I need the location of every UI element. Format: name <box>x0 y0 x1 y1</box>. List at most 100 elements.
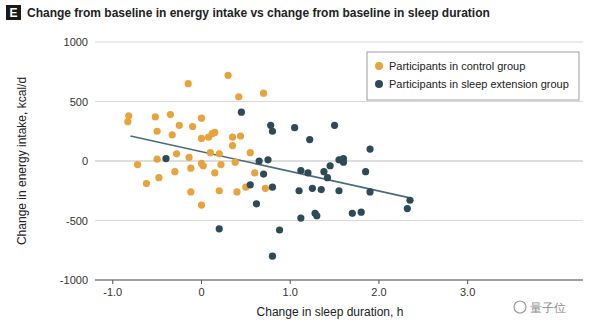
point <box>237 132 244 139</box>
y-tick-label: -500 <box>66 215 88 227</box>
x-axis <box>95 280 583 281</box>
point <box>167 111 174 118</box>
x-tick <box>290 280 291 284</box>
point <box>224 72 231 79</box>
point <box>232 159 239 166</box>
x-tick-label: 2.0 <box>371 286 386 298</box>
point <box>185 154 192 161</box>
y-axis-label: Change in energy intake, kcal/d <box>15 77 29 245</box>
x-axis-label: Change in sleep duration, h <box>257 305 404 319</box>
point <box>216 150 223 157</box>
point <box>200 162 207 169</box>
point <box>309 185 316 192</box>
legend-label: Participants in control group <box>389 60 525 72</box>
point <box>260 90 267 97</box>
point <box>185 80 192 87</box>
point <box>152 113 159 120</box>
watermark-icon <box>514 301 526 313</box>
point <box>269 253 276 260</box>
point <box>229 142 236 149</box>
point <box>349 210 356 217</box>
point <box>306 136 313 143</box>
point <box>198 201 205 208</box>
point <box>216 225 223 232</box>
point <box>256 157 263 164</box>
watermark: 量子位 <box>530 301 566 315</box>
chart: E Change from baseline in energy intake v… <box>0 0 600 323</box>
point <box>304 169 311 176</box>
point <box>327 162 334 169</box>
point <box>171 168 178 175</box>
x-tick <box>112 280 113 284</box>
title: Change from baseline in energy intake vs… <box>27 6 490 20</box>
point <box>404 205 411 212</box>
point <box>154 156 161 163</box>
point <box>134 161 141 168</box>
grid-line <box>95 280 583 281</box>
point <box>162 155 169 162</box>
point <box>211 129 218 136</box>
point <box>335 187 342 194</box>
legend-marker <box>375 80 383 88</box>
point <box>262 185 269 192</box>
point <box>154 128 161 135</box>
point <box>269 128 276 135</box>
point <box>366 188 373 195</box>
point <box>251 169 258 176</box>
point <box>269 184 276 191</box>
point <box>318 186 325 193</box>
point <box>276 226 283 233</box>
point <box>189 123 196 130</box>
point <box>187 165 194 172</box>
trend-line <box>130 136 409 198</box>
point <box>406 197 413 204</box>
point <box>198 115 205 122</box>
point <box>366 146 373 153</box>
point <box>297 167 304 174</box>
point <box>264 156 271 163</box>
point <box>217 161 224 168</box>
x-tick-label: 1.0 <box>283 286 298 298</box>
point <box>297 215 304 222</box>
grid-line <box>95 42 583 43</box>
point <box>229 134 236 141</box>
point <box>155 174 162 181</box>
point <box>331 122 338 129</box>
grid-line <box>95 220 583 221</box>
x-tick <box>378 280 379 284</box>
x-tick-label: 3.0 <box>460 286 475 298</box>
point <box>358 209 365 216</box>
point <box>207 149 214 156</box>
point <box>295 187 302 194</box>
x-tick-label: -1.0 <box>103 286 122 298</box>
x-tick <box>201 280 202 284</box>
x-tick-label: 0 <box>198 286 204 298</box>
point <box>216 187 223 194</box>
point <box>169 131 176 138</box>
x-tick <box>467 280 468 284</box>
legend-marker <box>375 62 383 70</box>
point <box>211 169 218 176</box>
panel-box <box>6 5 21 20</box>
point <box>233 188 240 195</box>
point <box>198 135 205 142</box>
legend-box <box>367 52 579 100</box>
y-tick-label: 500 <box>70 96 88 108</box>
point <box>340 155 347 162</box>
point <box>247 149 254 156</box>
point <box>253 200 260 207</box>
point <box>143 180 150 187</box>
panel-label: E <box>9 6 17 20</box>
point <box>124 118 131 125</box>
point <box>324 174 331 181</box>
point <box>291 124 298 131</box>
point <box>173 150 180 157</box>
legend-label: Participants in sleep extension group <box>389 78 569 90</box>
point <box>362 168 369 175</box>
point <box>238 109 245 116</box>
point <box>311 210 318 217</box>
y-tick-label: -1000 <box>60 274 88 286</box>
point <box>247 181 254 188</box>
grid-line <box>95 101 583 102</box>
point <box>235 93 242 100</box>
